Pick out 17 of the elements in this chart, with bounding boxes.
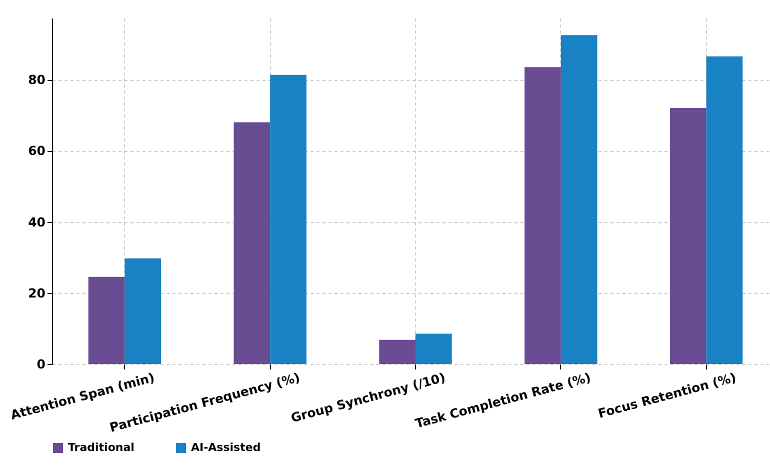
bar <box>124 258 162 364</box>
bar <box>706 56 743 364</box>
y-tick-label: 20 <box>28 285 46 300</box>
bar <box>524 67 561 364</box>
y-tick-label: 80 <box>28 72 46 88</box>
bar <box>88 276 125 364</box>
bar <box>560 35 598 364</box>
bar <box>270 74 306 364</box>
y-tick-label: 0 <box>36 356 46 372</box>
legend-label: Traditional <box>68 441 134 454</box>
bar <box>234 122 270 364</box>
bar <box>670 108 706 364</box>
y-tick-label: 60 <box>28 143 46 158</box>
y-tick-label: 40 <box>28 214 46 230</box>
bar <box>416 334 452 364</box>
legend-label: AI-Assisted <box>191 441 261 454</box>
bar <box>379 340 416 364</box>
